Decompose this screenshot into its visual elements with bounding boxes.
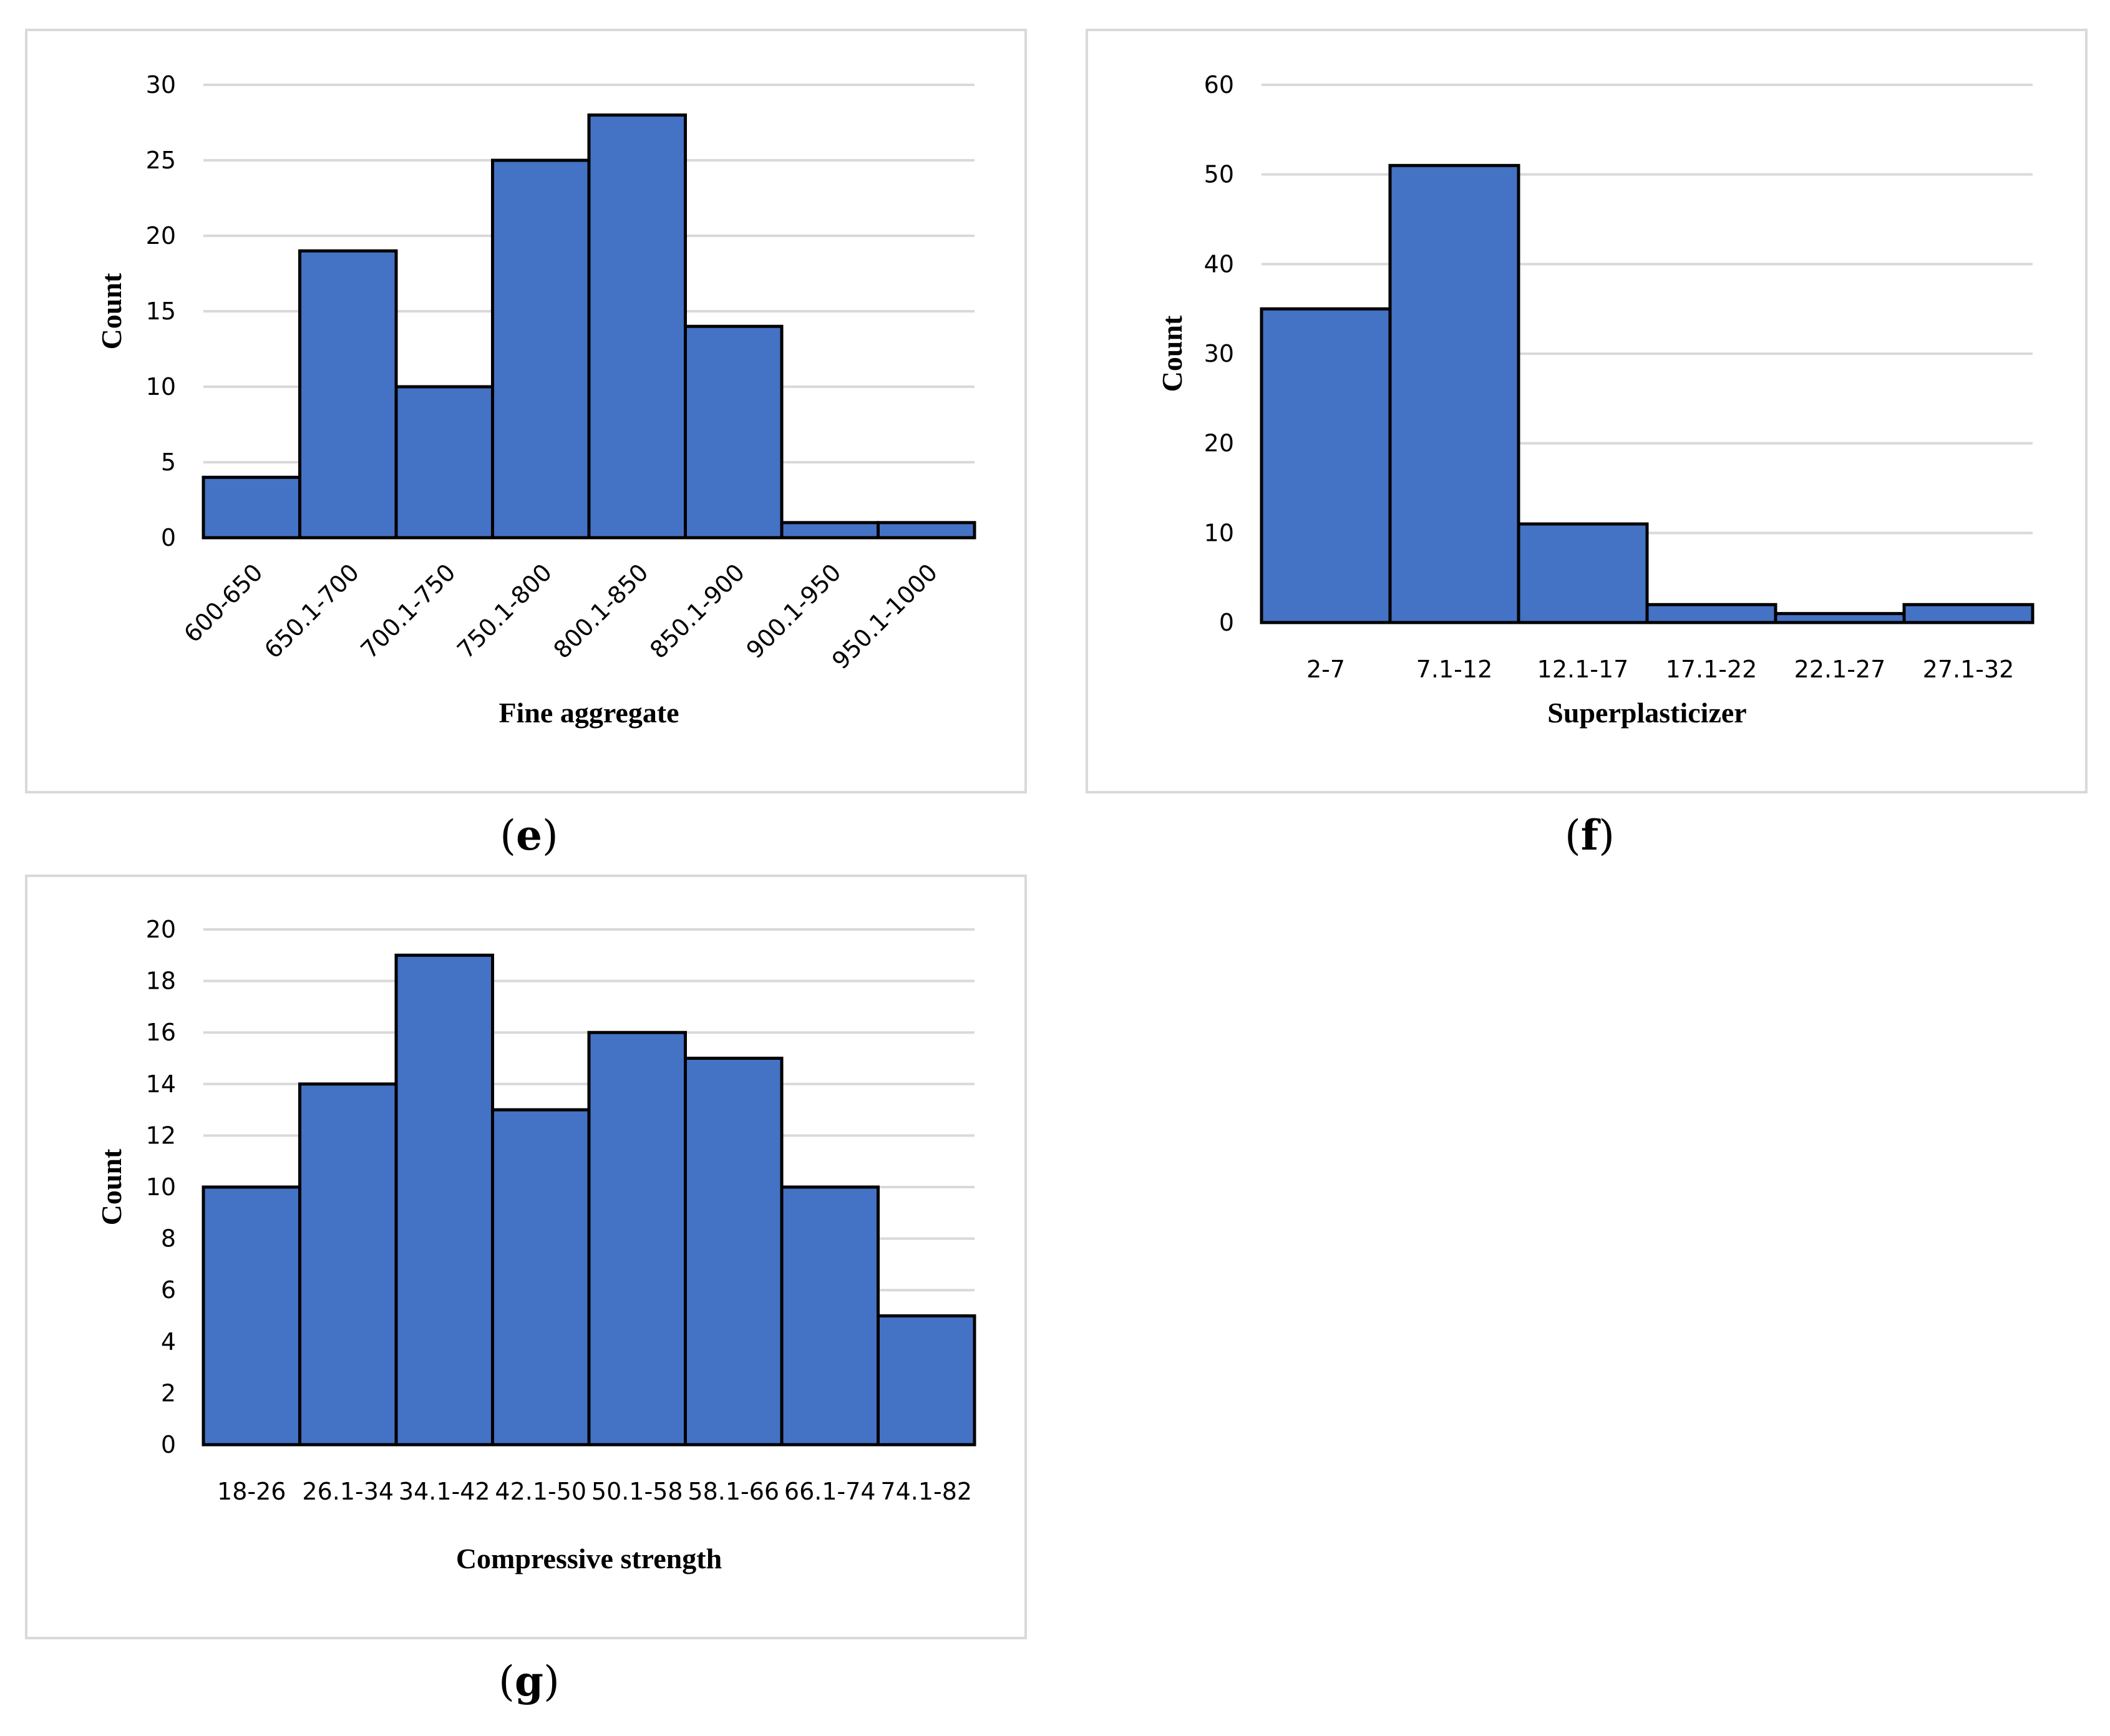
y-tick-label: 6 [161, 1276, 176, 1304]
x-tick-label: 900.1-950 [741, 558, 847, 664]
y-tick-label: 10 [146, 373, 176, 400]
bar-27.1-32 [1902, 603, 2035, 624]
caption-g: (g) [498, 1657, 560, 1705]
bar-700.1-750 [394, 385, 494, 540]
y-tick-label: 10 [146, 1173, 176, 1201]
caption-g-letter: g [514, 1657, 544, 1705]
y-tick-label: 2 [161, 1379, 176, 1407]
y-tick-label: 15 [146, 298, 176, 325]
bar-900.1-950 [780, 521, 880, 540]
histogram-compressive-strength: 0 2 4 6 8 10 12 14 16 18 20 18-26 26.1-34 34.1-42 42.1… [95, 916, 976, 1574]
y-tick-label: 4 [161, 1328, 176, 1355]
bar-42.1-50 [491, 1108, 591, 1447]
bar-2-7 [1260, 307, 1392, 624]
y-axis-title: Count [95, 273, 127, 349]
y-tick-label: 12 [146, 1122, 176, 1149]
bar-600-650 [202, 475, 301, 540]
x-tick-label: 74.1-82 [880, 1478, 972, 1505]
x-tick-label: 26.1-34 [302, 1478, 394, 1505]
y-tick-label: 30 [146, 71, 176, 99]
x-tick-label: 17.1-22 [1666, 656, 1758, 683]
histogram-fine-aggregate: 0 5 10 15 20 25 30 600-650650.1-700700.1-750750… [95, 71, 976, 729]
y-tick-label: 20 [146, 916, 176, 943]
y-tick-label: 0 [161, 1431, 176, 1458]
caption-f-letter: f [1580, 811, 1599, 860]
caption-e: (e) [500, 811, 558, 860]
bar-950.1-1000 [877, 521, 976, 540]
y-tick-label: 0 [1219, 609, 1234, 636]
bar-650.1-700 [298, 249, 398, 540]
bar-18-26 [202, 1185, 301, 1447]
y-axis-title: Count [1156, 315, 1188, 392]
x-tick-label: 12.1-17 [1537, 656, 1629, 683]
caption-e-letter: e [516, 811, 542, 860]
bar-850.1-900 [684, 324, 784, 540]
bar-800.1-850 [587, 113, 687, 540]
x-tick-label: 7.1-12 [1416, 656, 1493, 683]
x-tick-label: 750.1-800 [452, 558, 557, 664]
x-tick-label: 18-26 [217, 1478, 286, 1505]
x-tick-label: 700.1-750 [356, 558, 461, 664]
y-axis-title: Count [95, 1148, 127, 1225]
y-tick-label: 16 [146, 1019, 176, 1046]
bar-74.1-82 [877, 1314, 976, 1447]
bar-58.1-66 [684, 1057, 784, 1447]
y-tick-label: 40 [1204, 250, 1234, 278]
bar-66.1-74 [780, 1185, 880, 1447]
bar-12.1-17 [1517, 522, 1649, 624]
x-tick-label: 850.1-900 [644, 558, 750, 664]
x-tick-label: 22.1-27 [1794, 656, 1886, 683]
bar-50.1-58 [587, 1030, 687, 1447]
bar-750.1-800 [491, 158, 591, 540]
y-tick-label: 18 [146, 967, 176, 995]
y-tick-label: 60 [1204, 71, 1234, 99]
y-tick-label: 20 [146, 222, 176, 250]
bar-17.1-22 [1645, 603, 1777, 624]
y-tick-label: 30 [1204, 340, 1234, 367]
bar-26.1-34 [298, 1082, 398, 1447]
x-tick-label: 42.1-50 [495, 1478, 586, 1505]
y-tick-label: 14 [146, 1070, 176, 1098]
y-tick-label: 50 [1204, 161, 1234, 188]
bar-22.1-27 [1774, 612, 1906, 624]
x-tick-label: 2-7 [1306, 656, 1345, 683]
y-tick-label: 20 [1204, 430, 1234, 457]
y-tick-label: 0 [161, 524, 176, 551]
x-tick-label: 34.1-42 [399, 1478, 490, 1505]
x-tick-label: 800.1-850 [548, 558, 654, 664]
x-tick-label: 27.1-32 [1923, 656, 2015, 683]
x-tick-label: 66.1-74 [784, 1478, 876, 1505]
histogram-superplasticizer: 0 10 20 30 40 50 60 2-7 7.1-12 12.1-17 17.1-22 22.1… [1156, 71, 2035, 729]
x-tick-label: 50.1-58 [591, 1478, 683, 1505]
x-tick-label: 600-650 [178, 558, 268, 647]
x-axis-title: Compressive strength [456, 1543, 722, 1574]
x-tick-label: 58.1-66 [688, 1478, 779, 1505]
y-tick-label: 25 [146, 147, 176, 174]
y-tick-label: 8 [161, 1225, 176, 1253]
x-axis-title: Superplasticizer [1547, 697, 1746, 729]
x-tick-label: 650.1-700 [259, 558, 364, 664]
bar-34.1-42 [394, 953, 494, 1447]
bar-7.1-12 [1388, 163, 1520, 624]
y-tick-label: 10 [1204, 519, 1234, 546]
y-tick-label: 5 [161, 449, 176, 476]
caption-f: (f) [1565, 811, 1615, 860]
x-axis-title: Fine aggregate [498, 697, 679, 729]
chart-panel-g: 0 2 4 6 8 10 12 14 16 18 20 18-26 26.1-34 34.1-42 42.1… [25, 875, 1027, 1639]
chart-panel-e: 0 5 10 15 20 25 30 600-650 650.1-700 700.1-750 750… [25, 29, 1027, 793]
chart-panel-f: 0 10 20 30 40 50 60 2-7 7.1-12 12.1-17 17.1-22 22.1… [1086, 29, 2088, 793]
